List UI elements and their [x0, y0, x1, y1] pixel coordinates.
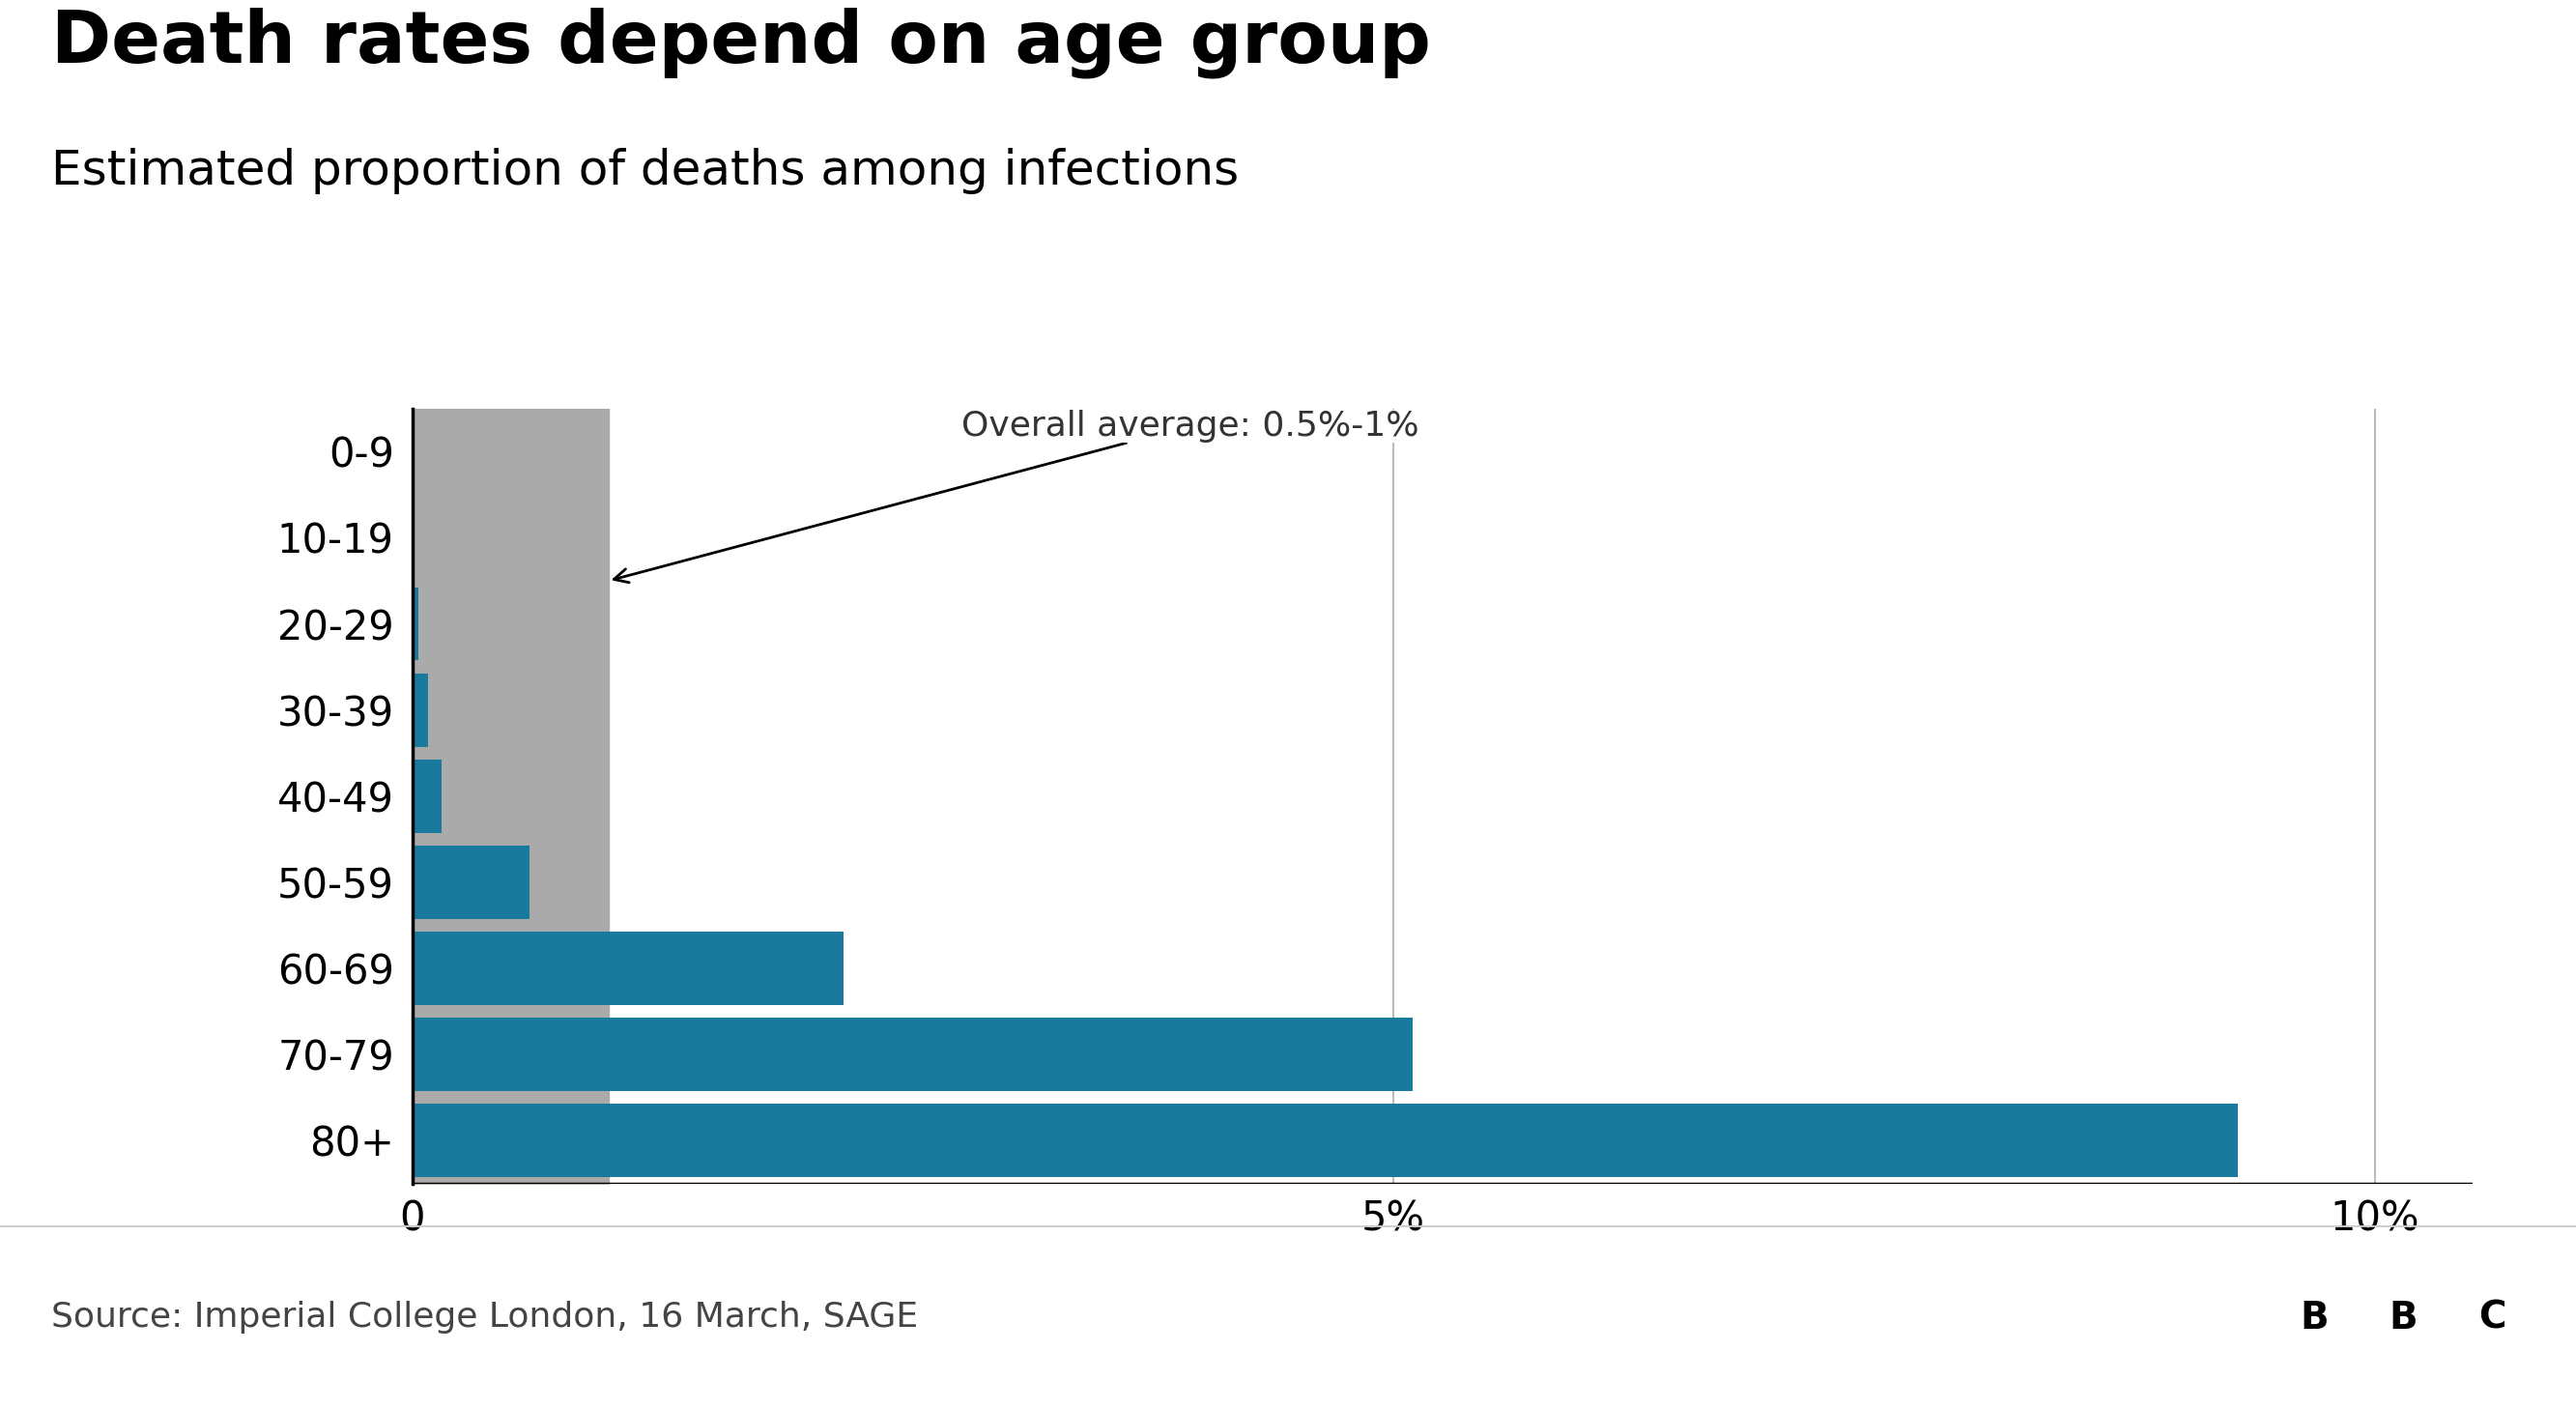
Bar: [412, 674, 428, 747]
Text: B: B: [2300, 1299, 2329, 1337]
Text: C: C: [2478, 1299, 2506, 1337]
Text: Estimated proportion of deaths among infections: Estimated proportion of deaths among inf…: [52, 148, 1239, 194]
Bar: [412, 588, 417, 661]
Bar: [412, 845, 531, 919]
Bar: [412, 1017, 1414, 1091]
Text: Death rates depend on age group: Death rates depend on age group: [52, 7, 1432, 77]
Bar: [412, 759, 440, 833]
Bar: [412, 931, 845, 1005]
Text: Source: Imperial College London, 16 March, SAGE: Source: Imperial College London, 16 Marc…: [52, 1301, 920, 1334]
FancyBboxPatch shape: [2455, 1260, 2532, 1378]
Text: B: B: [2391, 1299, 2419, 1337]
FancyBboxPatch shape: [2365, 1260, 2442, 1378]
Bar: [412, 1103, 2239, 1177]
Text: Overall average: 0.5%-1%: Overall average: 0.5%-1%: [613, 410, 1419, 582]
FancyBboxPatch shape: [2275, 1260, 2354, 1378]
